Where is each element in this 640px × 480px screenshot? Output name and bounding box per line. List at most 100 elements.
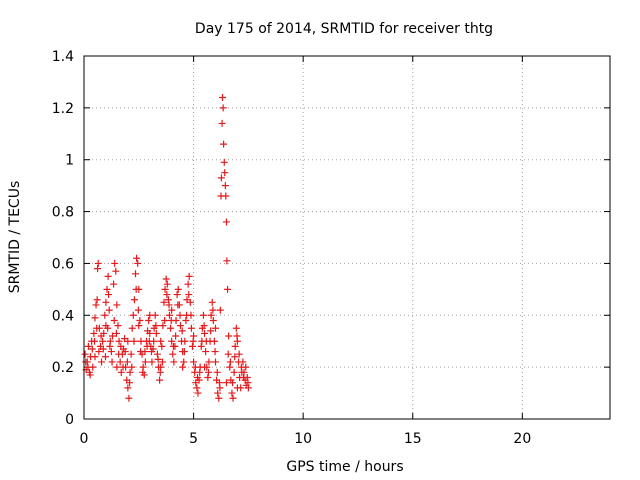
- data-point: [148, 358, 156, 366]
- data-point: [204, 374, 212, 382]
- data-point: [163, 280, 171, 288]
- y-tick-label: 1: [65, 153, 74, 169]
- data-point: [111, 259, 119, 267]
- data-point: [152, 322, 160, 330]
- data-point: [167, 324, 175, 332]
- data-point: [169, 350, 177, 358]
- axis-ticks: 0 0.2 0.4 0.6 0.8 1 1.2 1.4 0 5 10 15 20: [52, 49, 610, 447]
- chart-title: Day 175 of 2014, SRMTID for receiver tht…: [195, 21, 493, 37]
- data-point: [134, 259, 142, 267]
- data-point: [224, 350, 232, 358]
- data-point: [244, 379, 252, 387]
- data-point: [108, 358, 116, 366]
- data-point: [222, 218, 230, 226]
- data-point: [204, 368, 212, 376]
- data-point: [128, 324, 136, 332]
- data-point: [117, 368, 125, 376]
- data-point: [160, 298, 168, 306]
- data-point: [225, 332, 233, 340]
- y-tick-label: 0: [65, 412, 74, 428]
- data-point: [217, 174, 225, 182]
- data-point: [105, 291, 113, 299]
- data-point: [170, 358, 178, 366]
- data-point: [134, 306, 142, 314]
- data-point: [101, 353, 109, 361]
- y-tick-label: 0.8: [52, 205, 74, 221]
- data-point: [135, 322, 143, 330]
- data-point: [173, 291, 181, 299]
- data-point: [174, 285, 182, 293]
- data-point: [136, 316, 144, 324]
- data-point: [221, 182, 229, 190]
- data-point: [212, 324, 219, 332]
- data-point: [141, 358, 149, 366]
- data-point: [91, 314, 99, 322]
- data-point: [181, 337, 189, 345]
- data-point: [158, 358, 166, 366]
- data-point: [133, 254, 141, 262]
- y-tick-label: 1.4: [52, 49, 74, 65]
- data-point: [213, 368, 221, 376]
- data-point: [161, 285, 169, 293]
- data-point: [229, 394, 237, 402]
- data-point: [112, 329, 120, 337]
- data-point: [190, 358, 198, 366]
- y-tick-label: 0.2: [52, 360, 74, 376]
- data-point: [94, 259, 102, 267]
- data-point: [233, 332, 241, 340]
- data-point: [228, 389, 236, 397]
- data-point: [99, 345, 107, 353]
- data-point: [115, 337, 123, 345]
- data-point: [95, 348, 103, 356]
- data-point: [113, 363, 121, 371]
- data-point: [215, 379, 223, 387]
- data-point: [132, 270, 140, 278]
- data-point: [188, 342, 196, 350]
- data-point: [110, 280, 118, 288]
- data-point: [176, 322, 184, 330]
- data-point: [218, 119, 226, 127]
- data-point: [107, 348, 115, 356]
- data-point: [194, 374, 202, 382]
- data-point: [150, 337, 158, 345]
- y-tick-label: 1.2: [52, 101, 74, 117]
- x-tick-label: 5: [189, 431, 198, 447]
- data-point: [90, 329, 98, 337]
- data-point: [145, 316, 153, 324]
- data-point: [110, 316, 118, 324]
- data-point: [97, 332, 105, 340]
- data-point: [209, 306, 217, 314]
- data-point: [121, 348, 129, 356]
- data-point: [101, 311, 109, 319]
- data-point: [165, 301, 173, 309]
- data-point: [201, 329, 209, 337]
- data-point: [116, 358, 124, 366]
- data-point: [187, 324, 195, 332]
- data-point: [157, 337, 165, 345]
- data-point: [190, 332, 198, 340]
- data-point: [207, 327, 215, 335]
- data-point: [174, 301, 182, 309]
- data-point: [130, 296, 138, 304]
- data-point: [127, 350, 135, 358]
- data-point: [223, 257, 231, 265]
- data-point: [211, 348, 219, 356]
- data-point: [99, 337, 107, 345]
- data-point: [220, 140, 228, 148]
- data-point: [169, 342, 177, 350]
- data-point: [106, 342, 114, 350]
- data-point: [231, 353, 239, 361]
- data-point: [194, 389, 202, 397]
- data-point: [172, 332, 180, 340]
- data-point: [112, 267, 120, 275]
- data-point: [208, 298, 216, 306]
- data-point: [180, 348, 188, 356]
- data-point: [104, 324, 112, 332]
- data-point: [185, 291, 193, 299]
- data-point: [219, 93, 227, 101]
- data-point: [230, 368, 238, 376]
- data-point: [129, 311, 137, 319]
- data-point: [98, 358, 106, 366]
- data-point: [119, 363, 127, 371]
- data-points: [81, 93, 252, 402]
